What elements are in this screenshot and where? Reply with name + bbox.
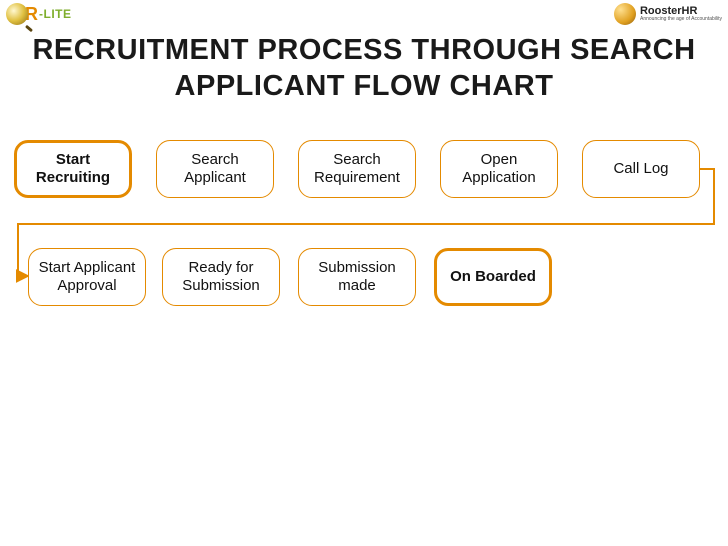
rooster-icon bbox=[614, 3, 636, 25]
flow-node-n4: Call Log bbox=[582, 140, 700, 198]
flowchart: Start Recruiting Search Applicant Search R… bbox=[0, 128, 728, 528]
flow-node-n1: Search Applicant bbox=[156, 140, 274, 198]
flow-node-n7: Submission made bbox=[298, 248, 416, 306]
roosterhr-tagline: Announcing the age of Accountability bbox=[640, 17, 722, 22]
flow-node-n3: Open Application bbox=[440, 140, 558, 198]
flow-node-n5: Start Applicant Approval bbox=[28, 248, 146, 306]
flow-node-n6: Ready for Submission bbox=[162, 248, 280, 306]
flow-node-n8: On Boarded bbox=[434, 248, 552, 306]
page-title: RECRUITMENT PROCESS THROUGH SEARCH APPLI… bbox=[0, 28, 728, 105]
header: R -LITE RoosterHR Announcing the age of … bbox=[0, 0, 728, 28]
magnifier-icon bbox=[6, 3, 28, 25]
logo-roosterhr: RoosterHR Announcing the age of Accounta… bbox=[614, 3, 722, 25]
logo-lite-text: -LITE bbox=[39, 7, 72, 21]
flow-node-n2: Search Requirement bbox=[298, 140, 416, 198]
flow-node-n0: Start Recruiting bbox=[14, 140, 132, 198]
logo-r-lite: R -LITE bbox=[6, 3, 72, 25]
